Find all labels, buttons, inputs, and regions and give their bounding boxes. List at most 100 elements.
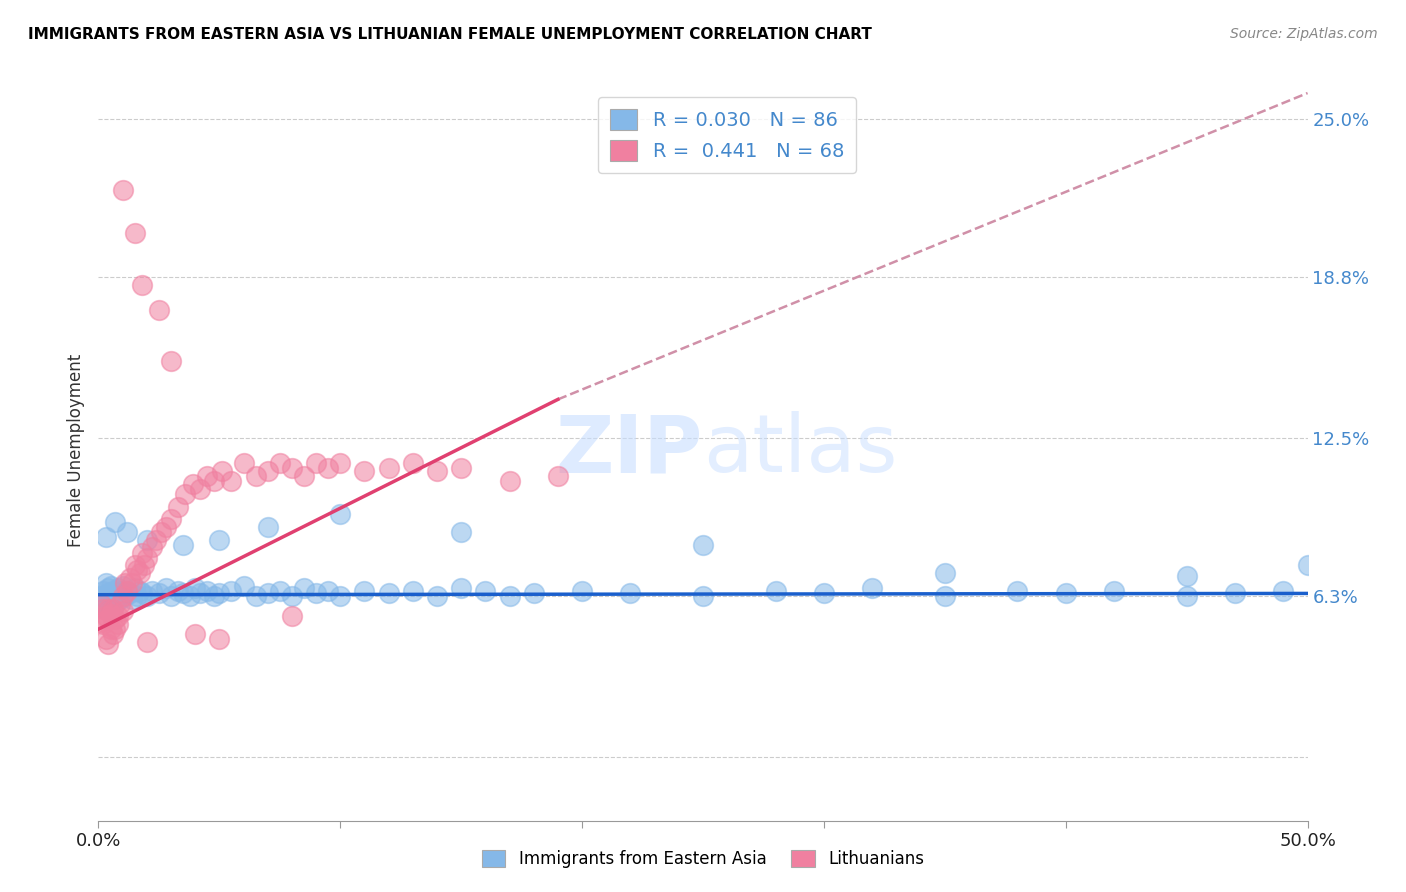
Text: Source: ZipAtlas.com: Source: ZipAtlas.com	[1230, 27, 1378, 41]
Point	[111, 589, 134, 603]
Point	[256, 464, 278, 478]
Point	[131, 586, 153, 600]
Point	[121, 576, 143, 591]
Point	[245, 469, 267, 483]
Point	[127, 564, 149, 578]
Point	[1175, 589, 1198, 603]
Point	[94, 601, 117, 615]
Point	[353, 464, 375, 478]
Point	[97, 612, 120, 626]
Point	[135, 550, 157, 565]
Text: atlas: atlas	[703, 411, 897, 490]
Point	[450, 525, 472, 540]
Point	[188, 586, 211, 600]
Point	[1223, 586, 1246, 600]
Point	[127, 589, 149, 603]
Point	[172, 586, 194, 600]
Point	[91, 617, 114, 632]
Point	[221, 474, 243, 488]
Point	[101, 627, 124, 641]
Point	[124, 582, 146, 596]
Point	[426, 464, 449, 478]
Point	[195, 469, 218, 483]
Point	[101, 591, 124, 606]
Point	[94, 591, 117, 606]
Point	[104, 515, 127, 529]
Point	[211, 464, 233, 478]
Point	[90, 597, 112, 611]
Point	[765, 583, 787, 598]
Point	[184, 627, 207, 641]
Point	[498, 474, 520, 488]
Point	[141, 541, 163, 555]
Point	[104, 622, 127, 636]
Point	[377, 461, 399, 475]
Point	[117, 583, 139, 598]
Point	[100, 594, 122, 608]
Point	[117, 583, 139, 598]
Point	[813, 586, 835, 600]
Point	[145, 533, 167, 547]
Point	[1175, 568, 1198, 582]
Point	[148, 303, 170, 318]
Point	[135, 533, 157, 547]
Point	[208, 632, 231, 647]
Point	[155, 520, 177, 534]
Point	[111, 183, 134, 197]
Point	[167, 500, 190, 514]
Point	[179, 589, 201, 603]
Point	[94, 632, 117, 647]
Point	[104, 612, 127, 626]
Point	[121, 591, 143, 606]
Point	[108, 597, 131, 611]
Text: IMMIGRANTS FROM EASTERN ASIA VS LITHUANIAN FEMALE UNEMPLOYMENT CORRELATION CHART: IMMIGRANTS FROM EASTERN ASIA VS LITHUANI…	[28, 27, 872, 42]
Point	[100, 622, 122, 636]
Point	[107, 609, 129, 624]
Point	[91, 597, 114, 611]
Point	[128, 583, 150, 598]
Point	[172, 538, 194, 552]
Point	[245, 589, 267, 603]
Point	[114, 576, 136, 591]
Point	[128, 566, 150, 580]
Text: ZIP: ZIP	[555, 411, 703, 490]
Point	[118, 571, 141, 585]
Point	[316, 583, 339, 598]
Point	[91, 583, 114, 598]
Point	[131, 277, 153, 292]
Point	[329, 508, 352, 522]
Point	[1054, 586, 1077, 600]
Point	[547, 469, 569, 483]
Point	[150, 525, 173, 540]
Point	[160, 512, 183, 526]
Point	[204, 474, 226, 488]
Point	[329, 456, 352, 470]
Point	[111, 604, 134, 618]
Point	[934, 589, 956, 603]
Point	[934, 566, 956, 580]
Point	[860, 582, 883, 596]
Point	[97, 582, 120, 596]
Point	[256, 520, 278, 534]
Point	[498, 589, 520, 603]
Point	[523, 586, 546, 600]
Point	[167, 583, 190, 598]
Point	[292, 469, 315, 483]
Legend: Immigrants from Eastern Asia, Lithuanians: Immigrants from Eastern Asia, Lithuanian…	[475, 843, 931, 875]
Point	[221, 583, 243, 598]
Point	[195, 583, 218, 598]
Point	[1102, 583, 1125, 598]
Point	[692, 538, 714, 552]
Point	[148, 586, 170, 600]
Point	[160, 354, 183, 368]
Point	[141, 583, 163, 598]
Point	[184, 582, 207, 596]
Point	[118, 586, 141, 600]
Point	[135, 589, 157, 603]
Point	[124, 558, 146, 573]
Point	[104, 597, 127, 611]
Point	[104, 586, 127, 600]
Point	[107, 582, 129, 596]
Point	[111, 579, 134, 593]
Point	[269, 456, 291, 470]
